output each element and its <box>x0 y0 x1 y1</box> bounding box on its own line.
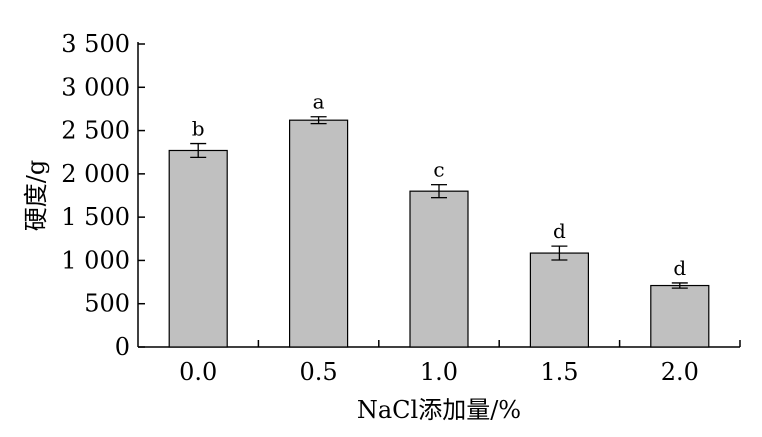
x-axis-title: NaCl添加量/% <box>357 396 521 424</box>
significance-letter: c <box>433 158 444 182</box>
x-tick-label: 1.5 <box>540 358 578 386</box>
error-bar <box>310 116 327 125</box>
y-tick-label: 0 <box>115 333 130 361</box>
y-tick-label: 1 000 <box>61 246 130 274</box>
bar <box>409 190 469 348</box>
x-tick-label: 0.0 <box>179 358 217 386</box>
x-tick-label: 0.5 <box>300 358 338 386</box>
significance-letter: b <box>192 117 205 141</box>
y-tick-label: 3 000 <box>61 73 130 101</box>
x-tick-label: 2.0 <box>661 358 699 386</box>
bars <box>168 116 710 348</box>
y-axis: 0 500 1 000 1 500 2 000 2 500 3 000 3 500 <box>61 30 145 361</box>
error-bar <box>431 184 447 199</box>
y-tick-label: 1 500 <box>61 203 130 231</box>
x-tick-label: 1.0 <box>420 358 458 386</box>
y-axis-title: 硬度/g <box>22 160 50 231</box>
significance-letter: a <box>313 90 325 114</box>
error-bar <box>551 245 568 261</box>
significance-labels: b a c d d <box>192 90 687 280</box>
significance-letter: d <box>553 219 566 243</box>
bar <box>289 119 349 348</box>
significance-letter: d <box>673 256 686 280</box>
bar <box>650 284 710 348</box>
y-tick-label: 2 500 <box>61 117 130 145</box>
x-axis: 0.0 0.5 1.0 1.5 2.0 <box>138 340 741 386</box>
bar <box>168 149 228 348</box>
error-bar <box>671 282 688 289</box>
y-tick-label: 500 <box>84 290 130 318</box>
y-tick-label: 2 000 <box>61 160 130 188</box>
y-tick-label: 3 500 <box>61 30 130 58</box>
bar <box>529 252 590 348</box>
error-bar <box>190 142 207 159</box>
